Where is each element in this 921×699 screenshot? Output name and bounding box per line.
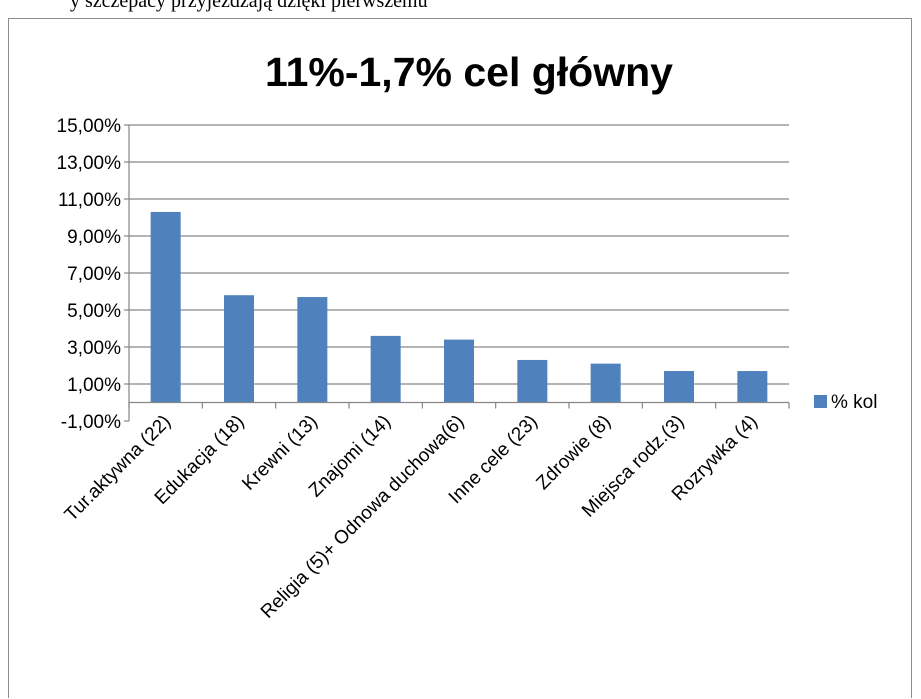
y-tick-label: 3,00% [67,338,121,359]
bar [150,211,181,403]
bar [297,297,328,403]
bar [664,371,694,403]
y-tick-label: 7,00% [67,264,121,285]
chart-area: 11%-1,7% cel główny -1,00% 1,00% 3,00% 5,00… [8,18,912,698]
bar [517,359,548,403]
legend-swatch [814,395,827,408]
bar [224,295,254,403]
y-tick-label: 1,00% [67,375,121,396]
document-text-fragment: y szczepacy przyjeżdżają dzięki pierwsze… [70,0,428,12]
y-tick-label: 5,00% [67,301,121,322]
bar [737,371,768,403]
y-tick-label: 15,00% [57,116,122,137]
document-text-strip: y szczepacy przyjeżdżają dzięki pierwsze… [0,0,921,22]
y-axis-tick-labels: -1,00% 1,00% 3,00% 5,00% 7,00% 9,00% 11,00% 13,… [57,116,122,433]
bar [370,335,401,403]
chart-title: 11%-1,7% cel główny [265,49,673,95]
chart-svg: 11%-1,7% cel główny -1,00% 1,00% 3,00% 5,00… [57,49,878,623]
legend-label: % kol [831,392,877,413]
y-tick-label: 9,00% [67,227,121,248]
x-axis-category-labels: Tur.aktywna (22)Edukacja (18)Krewni (13)… [61,411,762,623]
y-tick-label: 11,00% [58,190,121,211]
bars [150,211,768,403]
legend: % kol [814,392,877,413]
bar [444,339,474,403]
axes [128,125,790,421]
y-tick-label: -1,00% [61,412,121,433]
bar [590,363,621,403]
y-tick-label: 13,00% [57,153,122,174]
